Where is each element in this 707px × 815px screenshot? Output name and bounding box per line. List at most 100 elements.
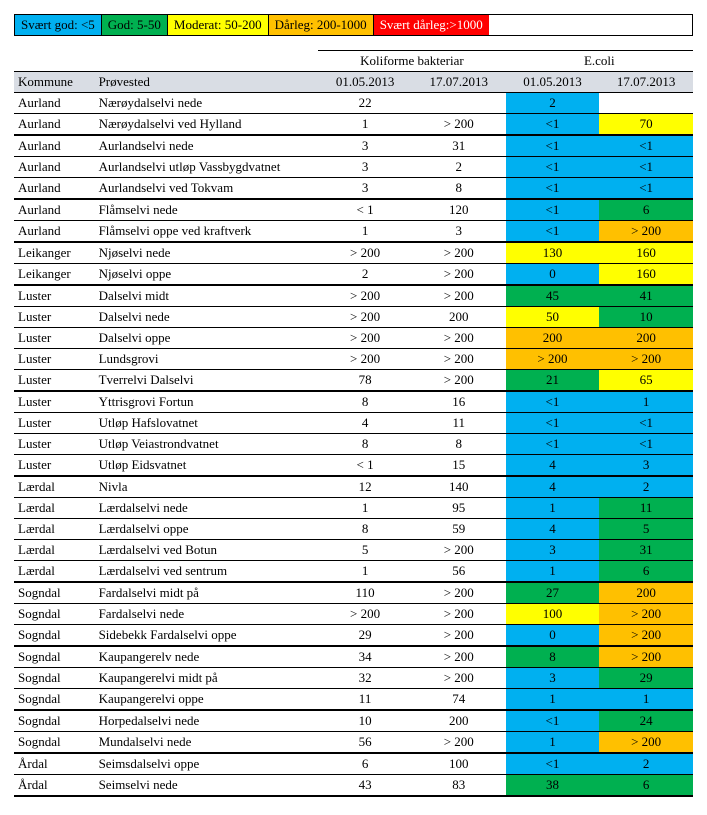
cell: 8	[318, 434, 412, 455]
cell: 5	[318, 540, 412, 561]
cell: > 200	[412, 285, 506, 307]
cell: > 200	[412, 264, 506, 286]
cell: Lærdal	[14, 476, 95, 498]
cell: Lærdal	[14, 498, 95, 519]
cell: Sogndal	[14, 710, 95, 732]
cell: 6	[318, 753, 412, 775]
cell: 56	[318, 732, 412, 754]
cell: Seimselvi nede	[95, 775, 319, 797]
cell: 59	[412, 519, 506, 540]
table-row: AurlandFlåmselvi nede< 1120<16	[14, 199, 693, 221]
cell: 10	[318, 710, 412, 732]
cell: > 200	[412, 349, 506, 370]
cell: > 200	[412, 582, 506, 604]
cell: Yttrisgrovi Fortun	[95, 391, 319, 413]
cell: Sogndal	[14, 625, 95, 647]
cell: 16	[412, 391, 506, 413]
cell: > 200	[599, 221, 693, 243]
cell: 8	[318, 519, 412, 540]
table-row: LusterUtløp Eidsvatnet< 11543	[14, 455, 693, 477]
cell: 8	[412, 178, 506, 200]
cell: Leikanger	[14, 264, 95, 286]
cell: 32	[318, 668, 412, 689]
cell: Årdal	[14, 753, 95, 775]
col-e-date1: 01.05.2013	[506, 72, 600, 93]
cell: Nærøydalselvi nede	[95, 93, 319, 114]
cell: Horpedalselvi nede	[95, 710, 319, 732]
cell: 100	[412, 753, 506, 775]
cell: 200	[506, 328, 600, 349]
cell: 1	[318, 221, 412, 243]
table-row: LusterTverrelvi Dalselvi78> 2002165	[14, 370, 693, 392]
cell: Aurland	[14, 157, 95, 178]
cell: Utløp Veiastrondvatnet	[95, 434, 319, 455]
cell: 140	[412, 476, 506, 498]
cell: Luster	[14, 413, 95, 434]
cell: <1	[506, 199, 600, 221]
cell: 200	[599, 328, 693, 349]
cell: Årdal	[14, 775, 95, 797]
cell: Aurland	[14, 199, 95, 221]
cell: Mundalselvi nede	[95, 732, 319, 754]
cell: 50	[506, 307, 600, 328]
legend-item: Svært dårleg:>1000	[374, 15, 489, 35]
cell: 8	[412, 434, 506, 455]
cell: > 200	[412, 540, 506, 561]
cell: 70	[599, 114, 693, 136]
cell: > 200	[599, 604, 693, 625]
cell: 2	[412, 157, 506, 178]
cell: 2	[318, 264, 412, 286]
cell: 2	[599, 476, 693, 498]
table-row: SogndalKaupangerelvi midt på32> 200329	[14, 668, 693, 689]
cell: Njøselvi nede	[95, 242, 319, 264]
cell: 29	[599, 668, 693, 689]
cell: 1	[599, 689, 693, 711]
cell: Tverrelvi Dalselvi	[95, 370, 319, 392]
cell: < 1	[318, 199, 412, 221]
table-row: ÅrdalSeimsdalselvi oppe6100<12	[14, 753, 693, 775]
cell: Sogndal	[14, 646, 95, 668]
cell: 4	[318, 413, 412, 434]
bacteria-table: Koliforme bakteriar E.coli Kommune Prøve…	[14, 50, 693, 797]
cell: Luster	[14, 434, 95, 455]
cell: > 200	[318, 349, 412, 370]
cell: Aurland	[14, 93, 95, 114]
cell: 95	[412, 498, 506, 519]
col-e-date2: 17.07.2013	[599, 72, 693, 93]
table-row: AurlandAurlandselvi nede331<1<1	[14, 135, 693, 157]
table-row: LærdalLærdalselvi nede195111	[14, 498, 693, 519]
cell: Sogndal	[14, 582, 95, 604]
cell: 11	[318, 689, 412, 711]
cell: 31	[599, 540, 693, 561]
table-row: SogndalFardalselvi midt på110> 20027200	[14, 582, 693, 604]
cell: 11	[412, 413, 506, 434]
cell: <1	[506, 178, 600, 200]
cell: Kaupangerelvi oppe	[95, 689, 319, 711]
table-row: LeikangerNjøselvi nede> 200> 200130160	[14, 242, 693, 264]
cell: 78	[318, 370, 412, 392]
cell: Sogndal	[14, 732, 95, 754]
table-row: SogndalSidebekk Fardalselvi oppe29> 2000…	[14, 625, 693, 647]
cell: 3	[318, 178, 412, 200]
cell: > 200	[412, 668, 506, 689]
cell: Lærdalselvi nede	[95, 498, 319, 519]
cell: Njøselvi oppe	[95, 264, 319, 286]
cell: <1	[506, 114, 600, 136]
table-row: LusterUtløp Veiastrondvatnet88<1<1	[14, 434, 693, 455]
table-row: LærdalLærdalselvi ved Botun5> 200331	[14, 540, 693, 561]
cell: 1	[506, 689, 600, 711]
cell: > 200	[318, 242, 412, 264]
cell: > 200	[318, 604, 412, 625]
cell: 0	[506, 264, 600, 286]
cell: <1	[506, 710, 600, 732]
cell: 24	[599, 710, 693, 732]
cell: 4	[506, 455, 600, 477]
cell: > 200	[506, 349, 600, 370]
cell: < 1	[318, 455, 412, 477]
col-provested: Prøvested	[95, 72, 319, 93]
table-row: LusterDalselvi nede> 2002005010	[14, 307, 693, 328]
cell: 56	[412, 561, 506, 583]
cell: 45	[506, 285, 600, 307]
cell: Luster	[14, 391, 95, 413]
cell: Aurland	[14, 178, 95, 200]
